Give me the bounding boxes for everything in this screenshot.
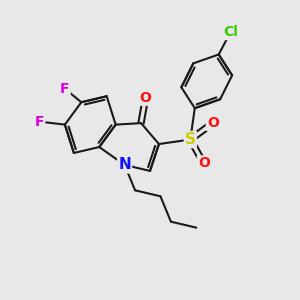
Text: O: O	[207, 116, 219, 130]
Text: S: S	[185, 132, 196, 147]
Text: F: F	[60, 82, 70, 96]
Text: Cl: Cl	[223, 25, 238, 39]
Text: F: F	[35, 115, 44, 129]
Text: O: O	[140, 91, 152, 105]
Text: N: N	[118, 158, 131, 172]
Text: O: O	[198, 156, 210, 170]
